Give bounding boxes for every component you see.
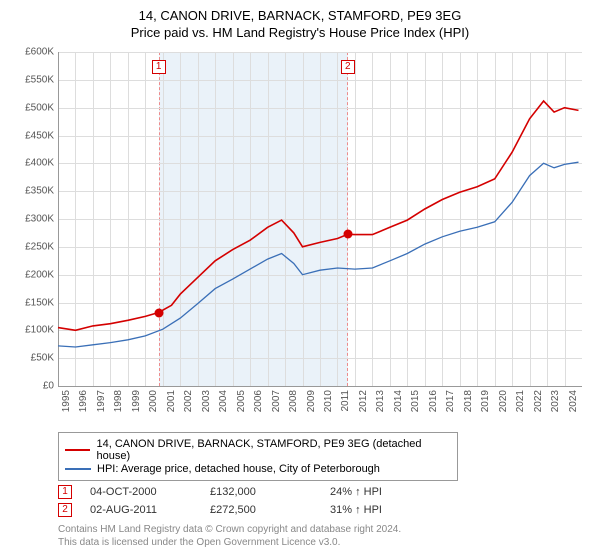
x-axis-label: 2006 bbox=[253, 390, 264, 420]
x-axis-label: 2000 bbox=[148, 390, 159, 420]
x-axis-label: 2001 bbox=[166, 390, 177, 420]
sale-dot-1 bbox=[154, 308, 163, 317]
sale-delta: 31% ↑ HPI bbox=[330, 504, 450, 516]
x-axis-label: 2022 bbox=[533, 390, 544, 420]
sale-marker-box-1: 1 bbox=[152, 60, 166, 74]
x-axis-label: 2012 bbox=[358, 390, 369, 420]
sale-marker-box-2: 2 bbox=[341, 60, 355, 74]
x-axis-label: 1998 bbox=[113, 390, 124, 420]
x-axis-label: 2005 bbox=[236, 390, 247, 420]
legend-label: HPI: Average price, detached house, City… bbox=[97, 463, 380, 475]
x-axis-label: 2008 bbox=[288, 390, 299, 420]
footer-line-2: This data is licensed under the Open Gov… bbox=[58, 537, 340, 548]
sale-date: 04-OCT-2000 bbox=[90, 486, 210, 498]
legend-box: 14, CANON DRIVE, BARNACK, STAMFORD, PE9 … bbox=[58, 432, 458, 481]
x-axis-label: 2003 bbox=[201, 390, 212, 420]
footer-line-1: Contains HM Land Registry data © Crown c… bbox=[58, 524, 401, 535]
x-axis-label: 2017 bbox=[445, 390, 456, 420]
x-axis-label: 2020 bbox=[498, 390, 509, 420]
legend-label: 14, CANON DRIVE, BARNACK, STAMFORD, PE9 … bbox=[96, 438, 451, 462]
x-axis-label: 2014 bbox=[393, 390, 404, 420]
sale-id-box: 1 bbox=[58, 485, 72, 499]
x-axis-label: 1997 bbox=[96, 390, 107, 420]
sale-row-1: 1 04-OCT-2000£132,00024% ↑ HPI bbox=[58, 485, 588, 499]
sale-delta: 24% ↑ HPI bbox=[330, 486, 450, 498]
sale-date: 02-AUG-2011 bbox=[90, 504, 210, 516]
x-axis-label: 2002 bbox=[183, 390, 194, 420]
sale-id-box: 2 bbox=[58, 503, 72, 517]
chart-title: 14, CANON DRIVE, BARNACK, STAMFORD, PE9 … bbox=[12, 8, 588, 23]
x-axis-label: 1999 bbox=[131, 390, 142, 420]
x-axis-label: 2013 bbox=[375, 390, 386, 420]
x-axis-label: 1995 bbox=[61, 390, 72, 420]
legend-swatch bbox=[65, 468, 91, 470]
x-axis-label: 2016 bbox=[428, 390, 439, 420]
legend-swatch bbox=[65, 449, 90, 451]
x-axis-label: 2018 bbox=[463, 390, 474, 420]
chart-subtitle: Price paid vs. HM Land Registry's House … bbox=[12, 25, 588, 40]
sale-price: £132,000 bbox=[210, 486, 330, 498]
legend-item: HPI: Average price, detached house, City… bbox=[65, 463, 451, 475]
x-axis-label: 2019 bbox=[480, 390, 491, 420]
sales-list: 1 04-OCT-2000£132,00024% ↑ HPI 2 02-AUG-201… bbox=[12, 485, 588, 517]
chart-container: 14, CANON DRIVE, BARNACK, STAMFORD, PE9 … bbox=[0, 0, 600, 553]
x-axis-label: 2023 bbox=[550, 390, 561, 420]
sale-dot-2 bbox=[343, 230, 352, 239]
sale-price: £272,500 bbox=[210, 504, 330, 516]
footer-attribution: Contains HM Land Registry data © Crown c… bbox=[58, 523, 588, 549]
x-axis-label: 1996 bbox=[78, 390, 89, 420]
x-axis-label: 2021 bbox=[515, 390, 526, 420]
x-axis-label: 2010 bbox=[323, 390, 334, 420]
x-axis-label: 2009 bbox=[306, 390, 317, 420]
x-axis-label: 2011 bbox=[340, 390, 351, 420]
sale-row-2: 2 02-AUG-2011£272,50031% ↑ HPI bbox=[58, 503, 588, 517]
legend-item: 14, CANON DRIVE, BARNACK, STAMFORD, PE9 … bbox=[65, 438, 451, 462]
x-axis-label: 2007 bbox=[271, 390, 282, 420]
x-axis-line bbox=[58, 386, 582, 387]
x-axis-label: 2015 bbox=[410, 390, 421, 420]
x-axis-label: 2024 bbox=[568, 390, 579, 420]
series-svg bbox=[12, 46, 582, 386]
chart-area: £0£50K£100K£150K£200K£250K£300K£350K£400… bbox=[12, 46, 588, 426]
x-axis-label: 2004 bbox=[218, 390, 229, 420]
